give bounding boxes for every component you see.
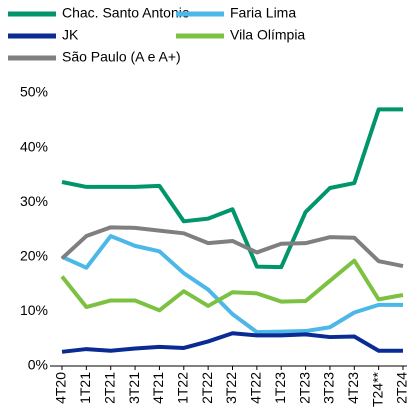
x-tick-label: 4T22 [248,372,264,404]
x-tick-label: T24** [369,371,385,407]
x-tick-label: 3T22 [223,372,239,404]
legend-label: Chac. Santo Antonio [62,5,190,21]
series-line [61,234,403,335]
x-tick-label: 3T23 [321,372,337,404]
series-line [61,107,403,270]
y-tick-label: 40% [20,138,48,154]
series-line [60,225,404,269]
legend-label: JK [62,27,79,43]
x-tick-label: 3T21 [126,372,142,404]
legend-label: Faria Lima [230,5,296,21]
y-tick-label: 10% [20,302,48,318]
legend-label: São Paulo (A e A+) [62,49,181,65]
x-tick-label: 2T22 [199,372,215,404]
legend-label: Vila Olímpia [230,27,305,43]
x-tick-label: 2T21 [101,372,117,404]
y-tick-label: 20% [20,248,48,264]
series-line [61,331,403,354]
x-tick-label: 4T23 [345,372,361,404]
y-tick-label: 0% [28,357,48,373]
x-tick-label: 2T24 [394,372,409,404]
x-tick-label: 1T21 [77,372,93,404]
x-tick-label: 4T20 [53,372,69,404]
series-line [60,258,404,313]
y-tick-label: 50% [20,84,48,100]
y-tick-label: 30% [20,193,48,209]
x-tick-label: 1T22 [174,372,190,404]
x-tick-label: 4T21 [150,372,166,404]
x-tick-label: 2T23 [296,372,312,404]
x-tick-label: 1T23 [272,372,288,404]
